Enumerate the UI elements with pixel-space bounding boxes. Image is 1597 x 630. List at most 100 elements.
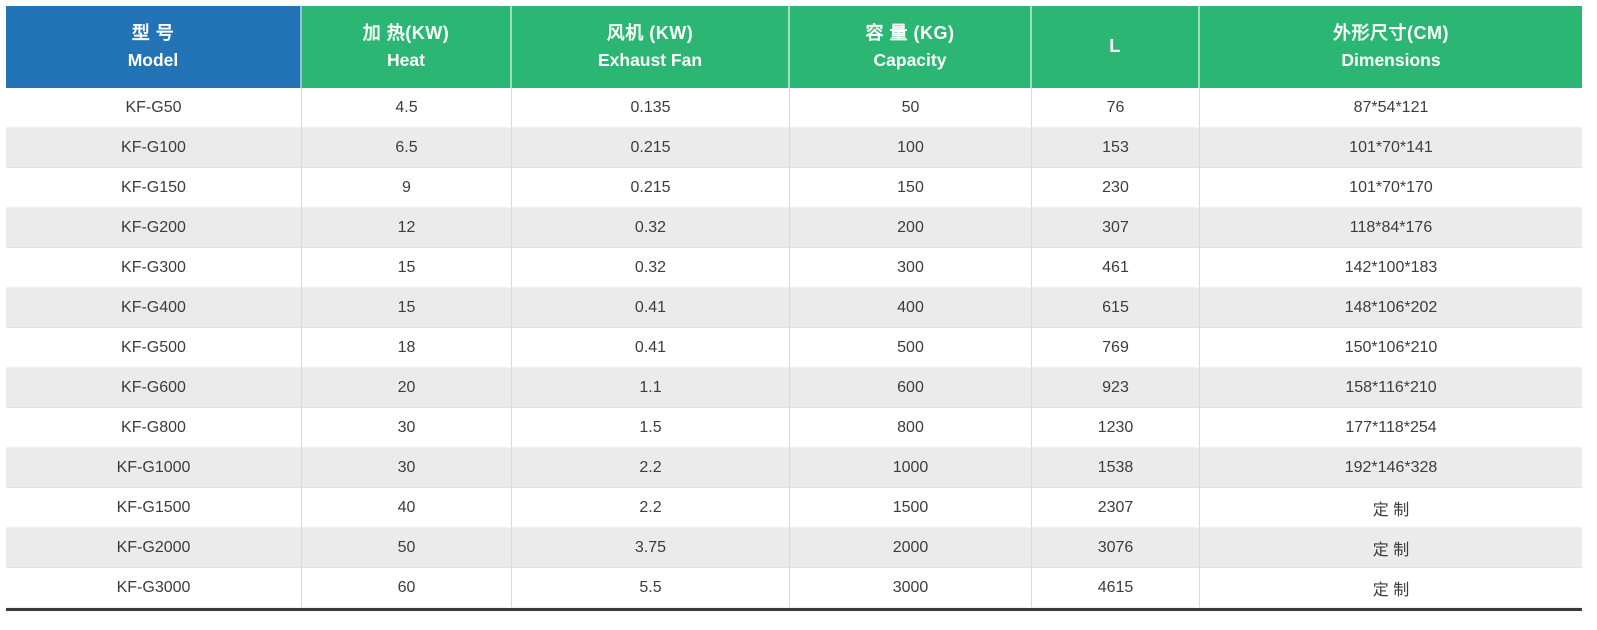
table-cell: 101*70*141 [1200, 128, 1582, 168]
table-cell: 15 [302, 248, 512, 288]
table-cell: KF-G500 [6, 328, 302, 368]
table-cell: 1.1 [512, 368, 790, 408]
table-cell: 40 [302, 488, 512, 528]
table-cell: 1500 [790, 488, 1032, 528]
column-header-en: Model [127, 50, 179, 71]
table-cell: 定 制 [1200, 568, 1582, 608]
table-header: 型 号 Model 加 热(KW) Heat 风机 (KW) Exhaust F… [6, 6, 1582, 88]
table-cell: 4615 [1032, 568, 1200, 608]
table-cell: 4.5 [302, 88, 512, 128]
table-cell: 0.32 [512, 248, 790, 288]
table-cell: KF-G1000 [6, 448, 302, 488]
table-cell: 15 [302, 288, 512, 328]
table-cell: 3076 [1032, 528, 1200, 568]
table-cell: 177*118*254 [1200, 408, 1582, 448]
table-cell: 150*106*210 [1200, 328, 1582, 368]
table-cell: KF-G3000 [6, 568, 302, 608]
table-cell: 148*106*202 [1200, 288, 1582, 328]
table-cell: 0.215 [512, 128, 790, 168]
header-row: 型 号 Model 加 热(KW) Heat 风机 (KW) Exhaust F… [6, 6, 1582, 88]
table-cell: 0.135 [512, 88, 790, 128]
table-cell: 300 [790, 248, 1032, 288]
table-row: KF-G800 30 1.5 800 1230 177*118*254 [6, 408, 1582, 448]
table-cell: 5.5 [512, 568, 790, 608]
table-cell: 2000 [790, 528, 1032, 568]
table-cell: 769 [1032, 328, 1200, 368]
table-cell: 50 [790, 88, 1032, 128]
table-cell: 定 制 [1200, 528, 1582, 568]
table-row: KF-G600 20 1.1 600 923 158*116*210 [6, 368, 1582, 408]
table-row: KF-G150 9 0.215 150 230 101*70*170 [6, 168, 1582, 208]
table-cell: 60 [302, 568, 512, 608]
column-header-capacity: 容 量 (KG) Capacity [790, 6, 1032, 88]
table-cell: 20 [302, 368, 512, 408]
table-cell: 12 [302, 208, 512, 248]
table-cell: 118*84*176 [1200, 208, 1582, 248]
table-cell: 101*70*170 [1200, 168, 1582, 208]
column-header-exhaust-fan: 风机 (KW) Exhaust Fan [512, 6, 790, 88]
column-header-zh: 型 号 [131, 23, 175, 44]
table-cell: 100 [790, 128, 1032, 168]
column-header-zh: 容 量 (KG) [865, 23, 955, 44]
table-cell: KF-G2000 [6, 528, 302, 568]
table-cell: KF-G200 [6, 208, 302, 248]
table-cell: 307 [1032, 208, 1200, 248]
table-cell: KF-G300 [6, 248, 302, 288]
table-cell: 76 [1032, 88, 1200, 128]
table-cell: 0.215 [512, 168, 790, 208]
table-row: KF-G400 15 0.41 400 615 148*106*202 [6, 288, 1582, 328]
table-cell: 2.2 [512, 488, 790, 528]
table-cell: 1230 [1032, 408, 1200, 448]
table-cell: KF-G400 [6, 288, 302, 328]
table-cell: 923 [1032, 368, 1200, 408]
table-body: KF-G50 4.5 0.135 50 76 87*54*121 KF-G100 6.5 0.2… [6, 88, 1582, 608]
table-cell: KF-G150 [6, 168, 302, 208]
table-cell: 87*54*121 [1200, 88, 1582, 128]
table-cell: 461 [1032, 248, 1200, 288]
table-cell: 0.41 [512, 288, 790, 328]
table-cell: 3.75 [512, 528, 790, 568]
table-cell: 9 [302, 168, 512, 208]
table-cell: 200 [790, 208, 1032, 248]
table-cell: 3000 [790, 568, 1032, 608]
table-cell: 142*100*183 [1200, 248, 1582, 288]
column-header-en: Capacity [873, 50, 947, 71]
table-cell: 150 [790, 168, 1032, 208]
column-header-zh: 风机 (KW) [606, 23, 694, 44]
table-cell: 192*146*328 [1200, 448, 1582, 488]
table-cell: KF-G100 [6, 128, 302, 168]
column-header-l: L [1032, 6, 1200, 88]
column-header-model: 型 号 Model [6, 6, 302, 88]
column-header-en: Heat [387, 50, 425, 71]
column-header-zh: L [1109, 36, 1121, 57]
table-row: KF-G3000 60 5.5 3000 4615 定 制 [6, 568, 1582, 608]
table-cell: 153 [1032, 128, 1200, 168]
table-cell: 500 [790, 328, 1032, 368]
table-cell: KF-G600 [6, 368, 302, 408]
table-cell: KF-G1500 [6, 488, 302, 528]
table-cell: 158*116*210 [1200, 368, 1582, 408]
table-cell: 30 [302, 408, 512, 448]
table-cell: 1538 [1032, 448, 1200, 488]
column-header-en: Exhaust Fan [597, 50, 703, 71]
table-row: KF-G1500 40 2.2 1500 2307 定 制 [6, 488, 1582, 528]
table-cell: 600 [790, 368, 1032, 408]
table-row: KF-G50 4.5 0.135 50 76 87*54*121 [6, 88, 1582, 128]
table-cell: 0.32 [512, 208, 790, 248]
table-row: KF-G300 15 0.32 300 461 142*100*183 [6, 248, 1582, 288]
table-row: KF-G1000 30 2.2 1000 1538 192*146*328 [6, 448, 1582, 488]
column-header-dimensions: 外形尺寸(CM) Dimensions [1200, 6, 1582, 88]
table-cell: 615 [1032, 288, 1200, 328]
table-cell: KF-G800 [6, 408, 302, 448]
table-cell: 2307 [1032, 488, 1200, 528]
table-cell: 6.5 [302, 128, 512, 168]
column-header-en: Dimensions [1341, 50, 1441, 71]
table-cell: KF-G50 [6, 88, 302, 128]
table-cell: 定 制 [1200, 488, 1582, 528]
table-cell: 2.2 [512, 448, 790, 488]
table-cell: 50 [302, 528, 512, 568]
table-row: KF-G2000 50 3.75 2000 3076 定 制 [6, 528, 1582, 568]
table-cell: 1000 [790, 448, 1032, 488]
table-row: KF-G200 12 0.32 200 307 118*84*176 [6, 208, 1582, 248]
